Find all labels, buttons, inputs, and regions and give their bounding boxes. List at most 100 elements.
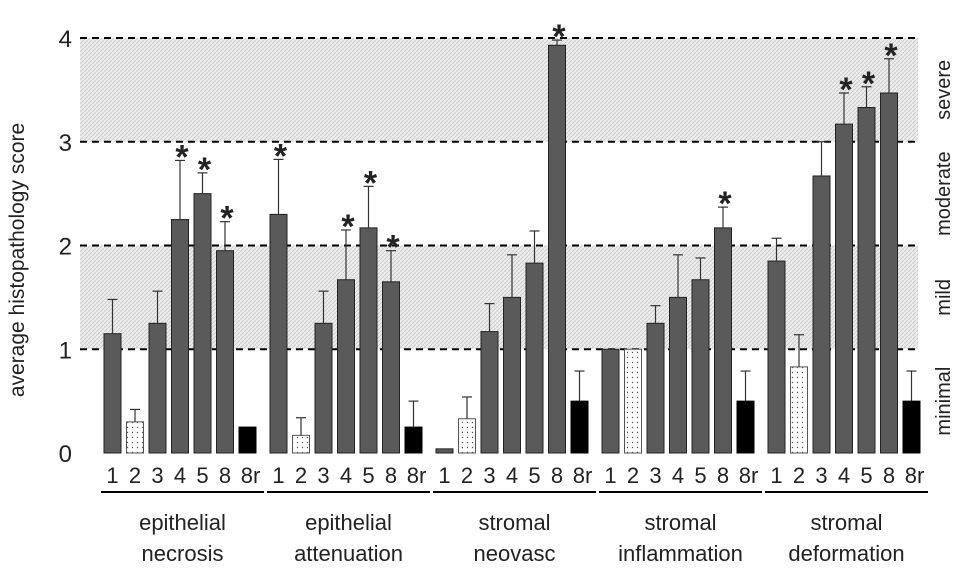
bar — [126, 421, 144, 454]
bar — [767, 260, 786, 454]
bar — [148, 322, 167, 454]
x-tick-label: 3 — [151, 463, 163, 488]
bar — [103, 333, 122, 454]
significance-star: * — [341, 208, 355, 246]
bar — [624, 348, 642, 454]
significance-star: * — [718, 185, 732, 223]
bar — [337, 279, 355, 454]
significance-star: * — [274, 137, 288, 175]
x-tick-label: 5 — [860, 463, 872, 488]
x-tick-label: 1 — [106, 463, 118, 488]
x-tick-label: 4 — [672, 463, 684, 488]
x-tick-label: 2 — [295, 463, 307, 488]
group-label: stromal — [478, 510, 550, 535]
bar — [646, 322, 665, 454]
bar — [435, 448, 454, 454]
bar — [835, 123, 853, 454]
significance-star: * — [175, 138, 189, 176]
y-tick-label: 4 — [59, 26, 72, 53]
group-label: epithelial — [139, 510, 226, 535]
bar — [269, 213, 288, 454]
x-tick-label: 1 — [604, 463, 616, 488]
significance-star: * — [862, 65, 876, 103]
group-label: necrosis — [142, 541, 224, 566]
bar — [503, 296, 521, 454]
x-tick-label: 8r — [905, 463, 925, 488]
severity-label: minimal — [933, 367, 955, 436]
bar — [880, 92, 898, 454]
bar — [790, 366, 808, 454]
x-tick-label: 3 — [483, 463, 495, 488]
severity-label: severe — [933, 60, 955, 120]
x-tick-label: 5 — [196, 463, 208, 488]
x-tick-label: 4 — [506, 463, 518, 488]
bar — [525, 262, 544, 454]
group-label: neovasc — [474, 541, 556, 566]
bar — [292, 434, 310, 454]
x-tick-label: 4 — [340, 463, 352, 488]
bar — [812, 175, 831, 454]
significance-star: * — [364, 164, 378, 202]
x-tick-label: 5 — [694, 463, 706, 488]
x-tick-label: 5 — [528, 463, 540, 488]
bar — [669, 296, 687, 454]
x-tick-label: 1 — [272, 463, 284, 488]
bar — [714, 227, 732, 454]
severity-label: mild — [933, 279, 955, 316]
bar — [601, 348, 620, 454]
bar — [902, 400, 921, 454]
bar — [691, 279, 710, 454]
bar — [404, 426, 423, 454]
bar — [458, 418, 476, 454]
bar — [359, 227, 378, 454]
group-label: deformation — [788, 541, 904, 566]
bar — [216, 250, 234, 454]
significance-star: * — [552, 18, 566, 56]
bar — [193, 193, 212, 454]
x-tick-label: 3 — [317, 463, 329, 488]
severity-label: moderate — [933, 151, 955, 236]
bar — [570, 400, 589, 454]
significance-star: * — [386, 229, 400, 267]
x-tick-label: 2 — [461, 463, 473, 488]
x-tick-label: 1 — [438, 463, 450, 488]
x-tick-label: 2 — [793, 463, 805, 488]
bar — [171, 219, 189, 454]
x-tick-label: 8 — [219, 463, 231, 488]
x-tick-label: 8r — [573, 463, 593, 488]
x-tick-label: 3 — [649, 463, 661, 488]
x-tick-label: 8 — [883, 463, 895, 488]
group-label: epithelial — [305, 510, 392, 535]
bar — [382, 281, 400, 454]
x-tick-label: 4 — [838, 463, 850, 488]
group-label: attenuation — [294, 541, 403, 566]
x-tick-label: 8 — [551, 463, 563, 488]
x-tick-label: 8r — [407, 463, 427, 488]
y-axis-label: average histopathology score — [6, 123, 29, 397]
x-tick-label: 2 — [627, 463, 639, 488]
x-tick-label: 8r — [241, 463, 261, 488]
x-tick-label: 8 — [385, 463, 397, 488]
y-tick-label: 0 — [59, 441, 72, 468]
bar — [314, 322, 333, 454]
x-tick-label: 3 — [815, 463, 827, 488]
y-tick-label: 3 — [59, 130, 72, 157]
significance-star: * — [220, 200, 234, 238]
x-tick-label: 5 — [362, 463, 374, 488]
y-tick-label: 2 — [59, 234, 72, 261]
significance-star: * — [839, 71, 853, 109]
y-tick-label: 1 — [59, 337, 72, 364]
group-label: inflammation — [618, 541, 743, 566]
x-tick-label: 8 — [717, 463, 729, 488]
significance-star: * — [198, 151, 212, 189]
x-tick-label: 4 — [174, 463, 186, 488]
x-tick-label: 1 — [770, 463, 782, 488]
shaded-band — [80, 38, 918, 142]
significance-star: * — [884, 37, 898, 75]
bar — [857, 107, 876, 454]
bar — [480, 331, 499, 454]
bar — [238, 426, 257, 454]
bar — [736, 400, 755, 454]
